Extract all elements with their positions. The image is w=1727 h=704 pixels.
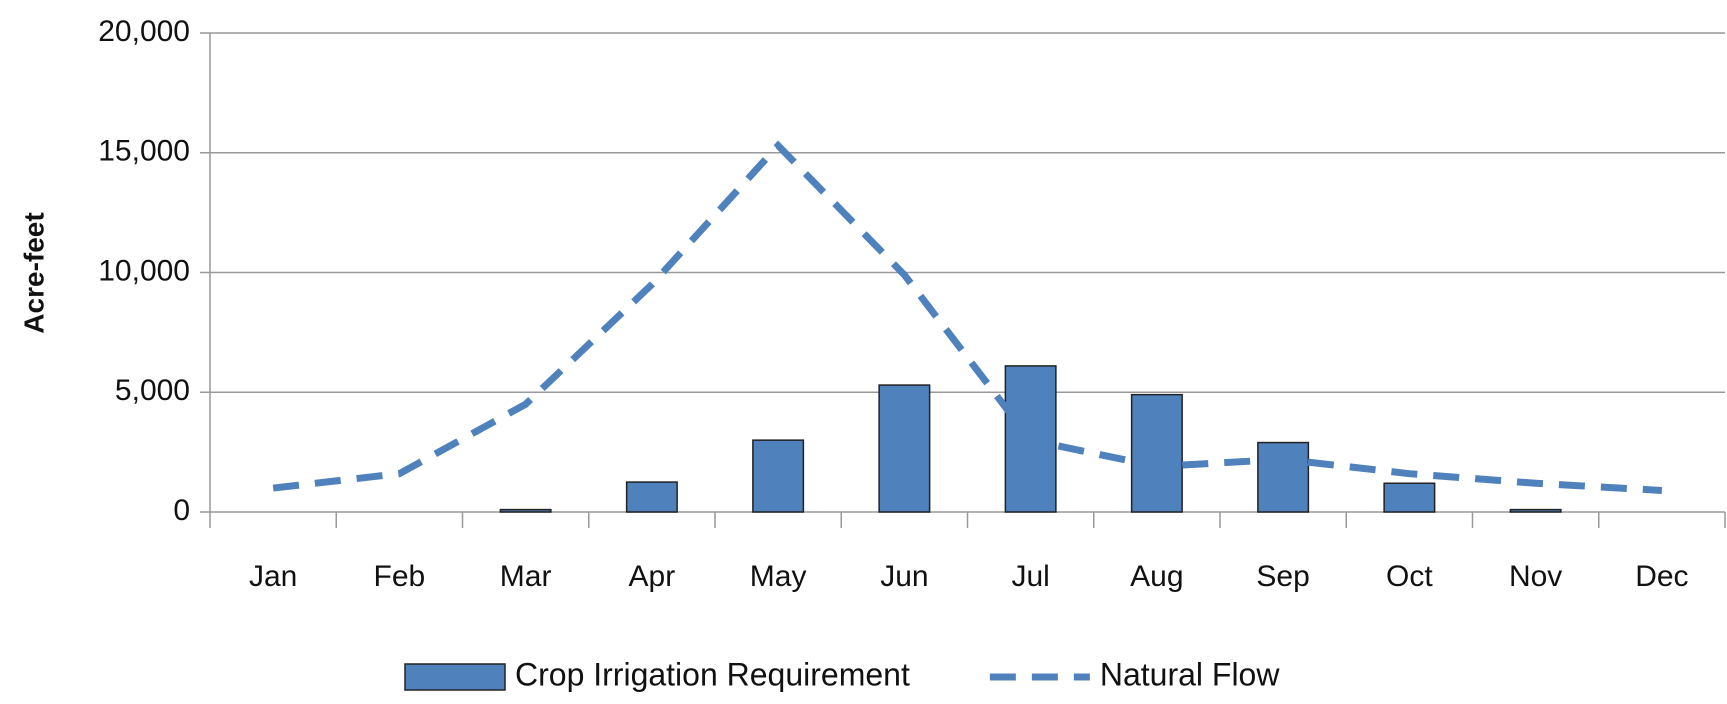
x-tick-label: Mar bbox=[500, 560, 552, 593]
x-tick-label: Jul bbox=[1011, 560, 1049, 593]
y-tick-label: 15,000 bbox=[98, 135, 190, 168]
bar bbox=[499, 508, 552, 513]
legend-swatch bbox=[404, 663, 506, 691]
x-tick-label: Jan bbox=[249, 560, 297, 593]
bar bbox=[878, 384, 931, 513]
x-tick-label: Oct bbox=[1386, 560, 1433, 593]
y-tick-label: 20,000 bbox=[98, 15, 190, 48]
x-tick-label: Apr bbox=[629, 560, 676, 593]
x-tick-label: Dec bbox=[1635, 560, 1688, 593]
bar bbox=[752, 439, 805, 513]
bar bbox=[1383, 482, 1436, 513]
x-tick-label: Aug bbox=[1130, 560, 1183, 593]
bar bbox=[1257, 441, 1310, 513]
bar bbox=[625, 481, 678, 513]
legend-label: Crop Irrigation Requirement bbox=[515, 656, 910, 692]
x-tick-label: Sep bbox=[1256, 560, 1309, 593]
x-tick-label: Jun bbox=[880, 560, 928, 593]
y-tick-label: 5,000 bbox=[115, 374, 190, 407]
y-tick-label: 10,000 bbox=[98, 254, 190, 287]
bar bbox=[1130, 393, 1183, 513]
x-tick-label: Feb bbox=[374, 560, 426, 593]
bar bbox=[1509, 508, 1562, 513]
y-axis-label: Acre-feet bbox=[18, 212, 49, 333]
line bbox=[272, 140, 1663, 494]
x-tick-label: May bbox=[750, 560, 807, 593]
y-tick-label: 0 bbox=[173, 494, 190, 527]
x-tick-label: Nov bbox=[1509, 560, 1562, 593]
legend-label: Natural Flow bbox=[1100, 656, 1281, 692]
